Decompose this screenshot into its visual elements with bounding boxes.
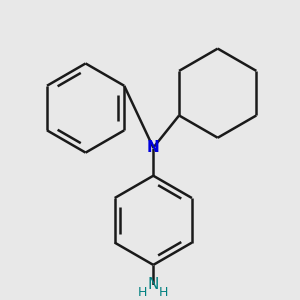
Text: N: N [148, 277, 159, 292]
Text: H: H [159, 286, 169, 299]
Text: H: H [138, 286, 147, 299]
Text: N: N [147, 140, 160, 155]
